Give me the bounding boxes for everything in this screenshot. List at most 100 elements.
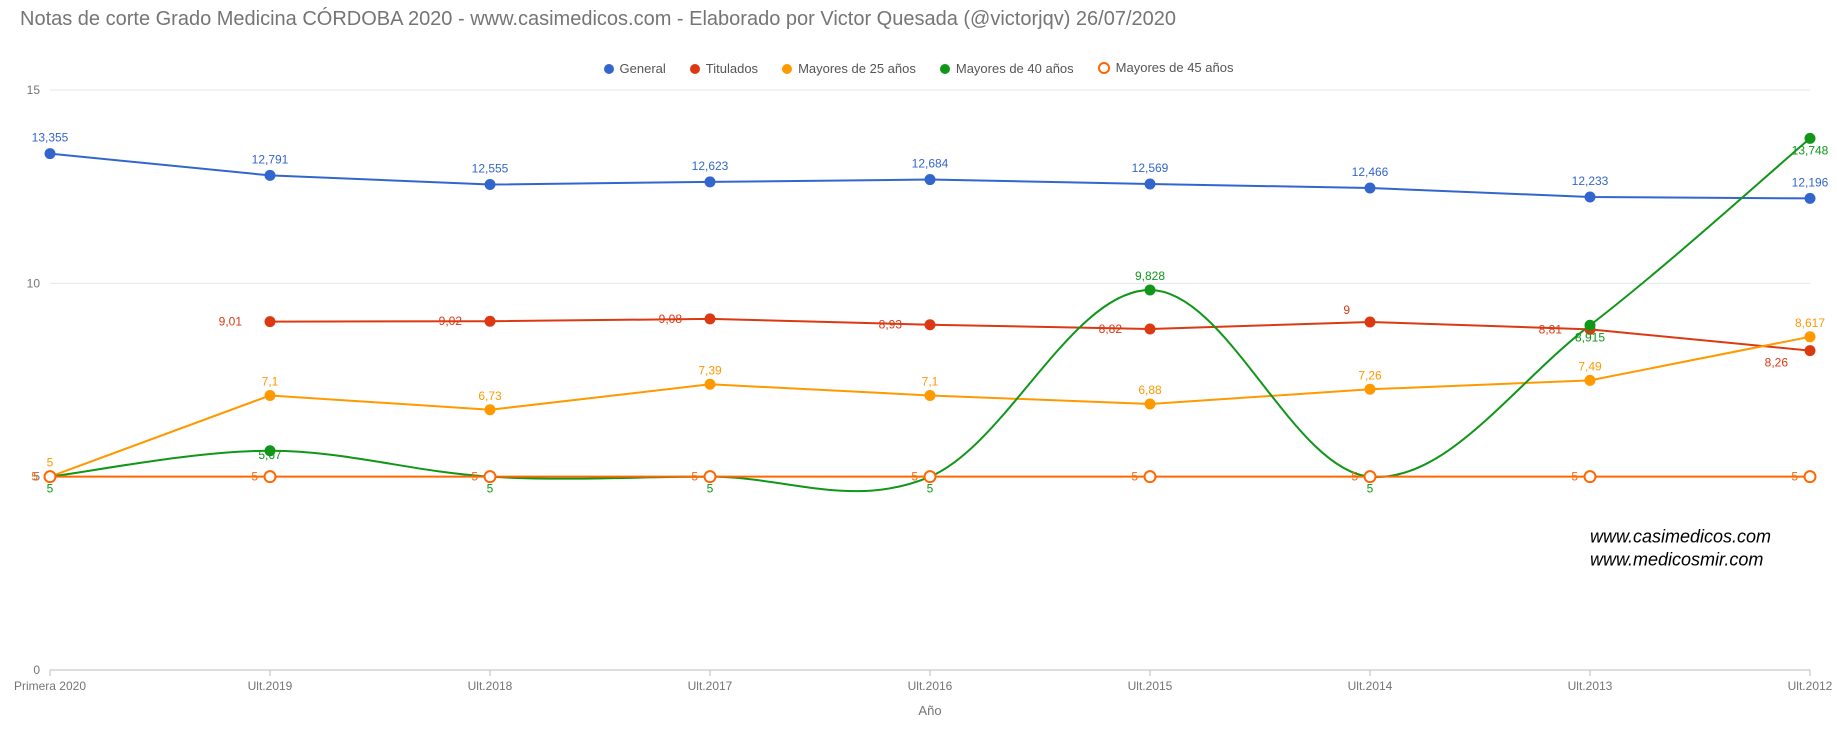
data-label-mayores40: 5 — [487, 482, 494, 496]
marker-titulados — [1145, 323, 1156, 334]
marker-mayores45 — [925, 471, 936, 482]
data-label-mayores45: 5 — [1571, 470, 1578, 484]
marker-titulados — [1365, 317, 1376, 328]
data-label-general: 12,791 — [252, 152, 289, 166]
marker-general — [45, 148, 56, 159]
x-tick-label: Ult.2014 — [1348, 679, 1393, 693]
data-label-mayores40: 9,828 — [1135, 269, 1165, 283]
data-label-mayores25: 6,88 — [1138, 383, 1162, 397]
marker-mayores45 — [265, 471, 276, 482]
data-label-general: 13,355 — [32, 131, 69, 145]
marker-titulados — [485, 316, 496, 327]
data-label-titulados: 9,02 — [439, 314, 463, 328]
marker-mayores25 — [1805, 331, 1816, 342]
legend-item-titulados[interactable]: Titulados — [690, 61, 758, 76]
x-tick-label: Ult.2018 — [468, 679, 513, 693]
data-label-titulados: 9,01 — [219, 315, 243, 329]
y-tick-label: 10 — [27, 276, 41, 290]
data-label-mayores45: 5 — [1791, 470, 1798, 484]
marker-general — [1145, 178, 1156, 189]
marker-mayores25 — [1585, 375, 1596, 386]
marker-general — [1365, 182, 1376, 193]
data-label-general: 12,555 — [472, 162, 509, 176]
data-label-mayores40: 13,748 — [1792, 143, 1829, 157]
data-label-mayores40: 5 — [707, 482, 714, 496]
data-label-mayores40: 5 — [1367, 482, 1374, 496]
data-label-mayores25: 5 — [47, 456, 54, 470]
marker-titulados — [925, 319, 936, 330]
data-label-mayores45: 5 — [911, 470, 918, 484]
data-label-mayores25: 7,39 — [698, 363, 722, 377]
data-label-titulados: 8,81 — [1539, 322, 1563, 336]
marker-mayores25 — [925, 390, 936, 401]
marker-mayores25 — [265, 390, 276, 401]
marker-mayores40 — [1585, 320, 1596, 331]
watermark-line: www.medicosmir.com — [1590, 550, 1763, 570]
data-label-general: 12,233 — [1572, 174, 1609, 188]
legend-item-general[interactable]: General — [604, 61, 666, 76]
legend-label: Mayores de 45 años — [1116, 60, 1234, 75]
data-label-mayores25: 7,1 — [922, 374, 939, 388]
legend-label: General — [620, 61, 666, 76]
x-tick-label: Ult.2012 — [1788, 679, 1833, 693]
x-tick-label: Ult.2013 — [1568, 679, 1613, 693]
chart-root: Notas de corte Grado Medicina CÓRDOBA 20… — [0, 0, 1837, 745]
legend-label: Mayores de 25 años — [798, 61, 916, 76]
marker-mayores45 — [485, 471, 496, 482]
x-tick-label: Ult.2019 — [248, 679, 293, 693]
data-label-mayores45: 5 — [1351, 470, 1358, 484]
data-label-titulados: 9,08 — [659, 312, 683, 326]
marker-mayores25 — [1365, 384, 1376, 395]
marker-general — [1585, 191, 1596, 202]
data-label-mayores25: 7,26 — [1358, 368, 1382, 382]
data-label-mayores45: 5 — [31, 470, 38, 484]
legend-item-mayores25[interactable]: Mayores de 25 años — [782, 61, 916, 76]
data-label-mayores40: 5,67 — [258, 448, 282, 462]
marker-titulados — [1805, 345, 1816, 356]
data-label-general: 12,569 — [1132, 161, 1169, 175]
marker-mayores25 — [485, 404, 496, 415]
marker-mayores25 — [1145, 398, 1156, 409]
data-label-titulados: 8,93 — [879, 318, 903, 332]
x-tick-label: Primera 2020 — [14, 679, 86, 693]
data-label-mayores45: 5 — [691, 470, 698, 484]
data-label-general: 12,623 — [692, 159, 729, 173]
data-label-mayores25: 7,49 — [1578, 359, 1602, 373]
data-label-titulados: 8,26 — [1765, 356, 1789, 370]
marker-titulados — [265, 316, 276, 327]
chart-title: Notas de corte Grado Medicina CÓRDOBA 20… — [20, 8, 1176, 31]
legend-label: Mayores de 40 años — [956, 61, 1074, 76]
marker-mayores40 — [1145, 284, 1156, 295]
marker-general — [1805, 193, 1816, 204]
marker-general — [265, 170, 276, 181]
data-label-general: 12,466 — [1352, 165, 1389, 179]
data-label-mayores45: 5 — [251, 470, 258, 484]
legend-item-mayores40[interactable]: Mayores de 40 años — [940, 61, 1074, 76]
data-label-mayores25: 7,1 — [262, 374, 279, 388]
y-tick-label: 0 — [33, 663, 40, 677]
legend: General Titulados Mayores de 25 años Mayore… — [0, 60, 1837, 77]
legend-label: Titulados — [706, 61, 758, 76]
marker-mayores45 — [705, 471, 716, 482]
marker-mayores45 — [45, 471, 56, 482]
marker-mayores45 — [1365, 471, 1376, 482]
legend-marker-mayores45 — [1098, 62, 1110, 74]
data-label-general: 12,196 — [1792, 175, 1829, 189]
watermark-line: www.casimedicos.com — [1590, 526, 1771, 546]
marker-mayores40 — [1805, 133, 1816, 144]
series-line-mayores25 — [50, 337, 1810, 477]
legend-marker-mayores40 — [940, 64, 950, 74]
legend-item-mayores45[interactable]: Mayores de 45 años — [1098, 60, 1234, 75]
data-label-general: 12,684 — [912, 157, 949, 171]
marker-general — [925, 174, 936, 185]
data-label-mayores40: 8,915 — [1575, 330, 1605, 344]
legend-marker-general — [604, 64, 614, 74]
data-label-mayores25: 6,73 — [478, 389, 502, 403]
chart-svg: 0 5 10 15 Primera 2020 Ult.2019 Ult.2018 Ult.20… — [0, 0, 1837, 745]
legend-marker-titulados — [690, 64, 700, 74]
data-label-mayores40: 5 — [927, 482, 934, 496]
marker-titulados — [705, 313, 716, 324]
data-label-titulados: 9 — [1343, 303, 1350, 317]
x-axis-title: Año — [918, 703, 941, 718]
y-tick-label: 15 — [27, 83, 41, 97]
